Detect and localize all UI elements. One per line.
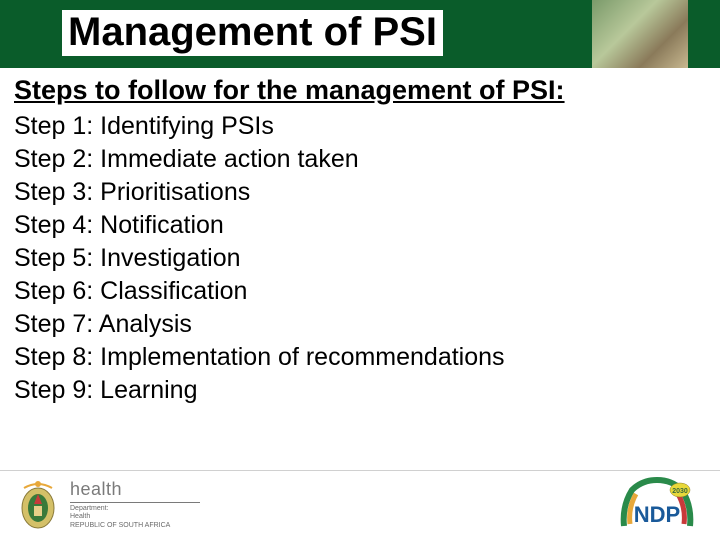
step-item: Step 3: Prioritisations xyxy=(14,176,706,209)
step-item: Step 7: Analysis xyxy=(14,308,706,341)
health-sub-line: REPUBLIC OF SOUTH AFRICA xyxy=(70,522,200,530)
step-item: Step 1: Identifying PSIs xyxy=(14,110,706,143)
health-label: health xyxy=(70,479,200,503)
ndp-logo-icon: 2030 NDP xyxy=(618,476,696,534)
content-area: Steps to follow for the management of PS… xyxy=(0,68,720,407)
step-item: Step 8: Implementation of recommendation… xyxy=(14,341,706,374)
subtitle: Steps to follow for the management of PS… xyxy=(14,74,706,106)
ndp-year: 2030 xyxy=(672,488,688,495)
health-sub-line: Health xyxy=(70,513,200,521)
step-item: Step 6: Classification xyxy=(14,275,706,308)
coat-of-arms-icon xyxy=(14,478,62,532)
step-item: Step 2: Immediate action taken xyxy=(14,143,706,176)
slide-title: Management of PSI xyxy=(62,10,443,56)
ndp-text: NDP xyxy=(634,502,680,527)
step-item: Step 4: Notification xyxy=(14,209,706,242)
health-sub-line: Department: xyxy=(70,505,200,513)
health-dept-block: health Department: Health REPUBLIC OF SO… xyxy=(70,479,200,530)
step-item: Step 5: Investigation xyxy=(14,242,706,275)
footer: health Department: Health REPUBLIC OF SO… xyxy=(0,470,720,540)
title-bar: Management of PSI xyxy=(0,0,720,68)
header-photo xyxy=(592,0,688,68)
steps-list: Step 1: Identifying PSIs Step 2: Immedia… xyxy=(14,110,706,407)
step-item: Step 9: Learning xyxy=(14,374,706,407)
